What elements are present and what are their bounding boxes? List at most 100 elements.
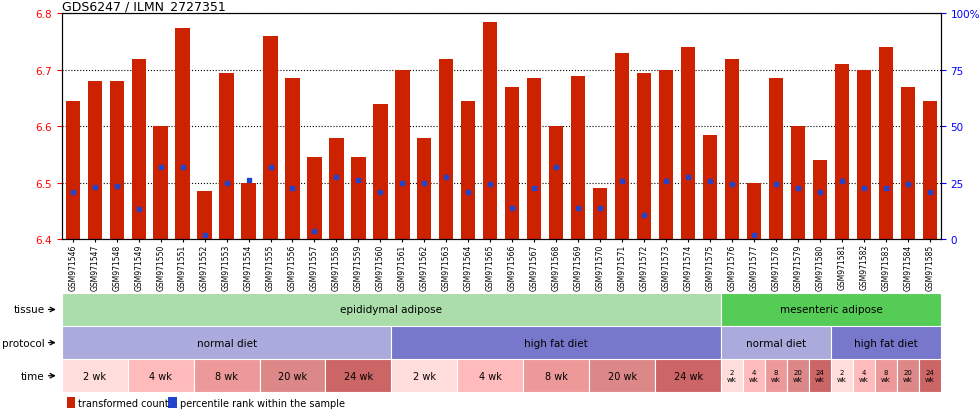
Text: 24
wk: 24 wk: [815, 369, 825, 382]
Bar: [725, 59, 739, 240]
Text: tissue: tissue: [14, 305, 44, 315]
Bar: [743, 359, 765, 392]
Bar: [260, 359, 325, 392]
Bar: [901, 88, 915, 240]
Bar: [67, 397, 75, 408]
Bar: [835, 65, 849, 240]
Bar: [264, 37, 277, 240]
Bar: [197, 192, 212, 240]
Bar: [417, 138, 431, 240]
Bar: [549, 127, 564, 240]
Text: 4 wk: 4 wk: [149, 371, 172, 381]
Bar: [458, 359, 523, 392]
Text: 2
wk: 2 wk: [837, 369, 847, 382]
Bar: [721, 293, 941, 326]
Bar: [589, 359, 655, 392]
Text: high fat diet: high fat diet: [524, 338, 588, 348]
Bar: [853, 359, 875, 392]
Text: 20
wk: 20 wk: [903, 369, 912, 382]
Bar: [655, 359, 721, 392]
Text: 20 wk: 20 wk: [278, 371, 307, 381]
Bar: [395, 71, 410, 240]
Text: 24 wk: 24 wk: [344, 371, 373, 381]
Text: normal diet: normal diet: [197, 338, 257, 348]
Bar: [62, 326, 391, 359]
Text: 24 wk: 24 wk: [673, 371, 703, 381]
Bar: [351, 158, 366, 240]
Bar: [808, 359, 831, 392]
Text: 2 wk: 2 wk: [83, 371, 106, 381]
Bar: [615, 54, 629, 240]
Bar: [439, 59, 454, 240]
Text: 20
wk: 20 wk: [793, 369, 803, 382]
Bar: [747, 183, 761, 240]
Bar: [857, 71, 871, 240]
Text: 8 wk: 8 wk: [216, 371, 238, 381]
Text: normal diet: normal diet: [746, 338, 806, 348]
Bar: [919, 359, 941, 392]
Text: 2 wk: 2 wk: [413, 371, 436, 381]
Bar: [812, 161, 827, 240]
Text: 8
wk: 8 wk: [771, 369, 781, 382]
Text: 20 wk: 20 wk: [608, 371, 637, 381]
Bar: [831, 359, 853, 392]
Bar: [765, 359, 787, 392]
Bar: [659, 71, 673, 240]
Bar: [505, 88, 519, 240]
Bar: [523, 359, 589, 392]
Bar: [571, 76, 585, 240]
Bar: [721, 326, 831, 359]
Bar: [62, 293, 721, 326]
Bar: [131, 59, 146, 240]
Bar: [527, 79, 541, 240]
Bar: [62, 359, 127, 392]
Bar: [110, 82, 123, 240]
Bar: [241, 183, 256, 240]
Bar: [787, 359, 808, 392]
Bar: [329, 138, 344, 240]
Bar: [220, 74, 233, 240]
Bar: [769, 79, 783, 240]
Bar: [127, 359, 194, 392]
Bar: [831, 326, 941, 359]
Bar: [175, 28, 190, 240]
Bar: [875, 359, 897, 392]
Text: high fat diet: high fat diet: [854, 338, 917, 348]
Bar: [194, 359, 260, 392]
Bar: [66, 102, 80, 240]
Text: 2
wk: 2 wk: [727, 369, 737, 382]
Text: protocol: protocol: [2, 338, 44, 348]
Text: GDS6247 / ILMN_2727351: GDS6247 / ILMN_2727351: [62, 0, 225, 13]
Text: 4
wk: 4 wk: [749, 369, 759, 382]
Text: 24
wk: 24 wk: [925, 369, 935, 382]
Bar: [373, 104, 387, 240]
Bar: [879, 48, 893, 240]
Bar: [791, 127, 806, 240]
Text: epididymal adipose: epididymal adipose: [340, 305, 442, 315]
Bar: [462, 102, 475, 240]
Bar: [721, 359, 743, 392]
Bar: [391, 359, 458, 392]
Bar: [285, 79, 300, 240]
Bar: [308, 158, 321, 240]
Text: 8
wk: 8 wk: [881, 369, 891, 382]
Bar: [325, 359, 391, 392]
Bar: [87, 82, 102, 240]
Text: time: time: [21, 371, 44, 381]
Text: mesenteric adipose: mesenteric adipose: [779, 305, 882, 315]
Bar: [593, 189, 608, 240]
Bar: [703, 135, 717, 240]
Bar: [637, 74, 652, 240]
Text: 4
wk: 4 wk: [858, 369, 869, 382]
Bar: [169, 397, 176, 408]
Bar: [922, 102, 937, 240]
Bar: [483, 23, 498, 240]
Bar: [681, 48, 695, 240]
Bar: [391, 326, 721, 359]
Bar: [897, 359, 919, 392]
Text: transformed count: transformed count: [78, 398, 169, 408]
Text: 8 wk: 8 wk: [545, 371, 567, 381]
Text: 4 wk: 4 wk: [479, 371, 502, 381]
Text: percentile rank within the sample: percentile rank within the sample: [179, 398, 345, 408]
Bar: [154, 127, 168, 240]
